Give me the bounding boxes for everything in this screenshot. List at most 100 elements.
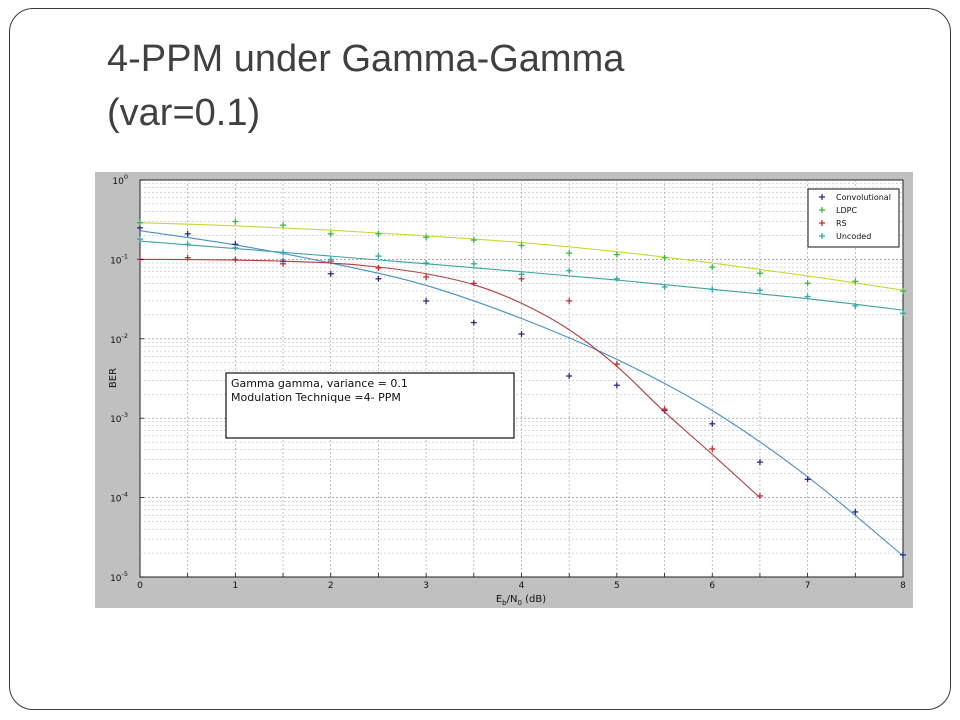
marker-rs [470, 280, 477, 287]
marker-ldpc [518, 242, 525, 249]
x-tick-label: 0 [137, 581, 143, 591]
y-tick-label: 10-4 [110, 491, 128, 505]
annotation-frame [225, 372, 515, 439]
x-axis-label-sub-b: b [502, 599, 507, 607]
marker-uncoded [423, 260, 430, 267]
marker-ldpc [613, 251, 620, 258]
y-tick-label: 10-3 [110, 411, 128, 425]
x-axis-label-sub-0: 0 [517, 599, 521, 607]
marker-rs [613, 361, 620, 368]
legend-items: Convolutional LDPC RS Uncoded [819, 193, 891, 241]
marker-convolutional [327, 270, 334, 277]
marker-uncoded [900, 310, 906, 317]
legend-marker-rs [819, 220, 825, 226]
marker-rs [566, 297, 573, 304]
axes: 0 1 2 3 4 5 6 7 8 100 10-1 10-2 10-3 10-4 10-5 [110, 173, 906, 591]
marker-uncoded [709, 286, 716, 293]
marker-ldpc [756, 270, 763, 277]
marker-convolutional [518, 330, 525, 337]
marker-convolutional [375, 275, 382, 282]
x-tick-label: 1 [233, 581, 239, 591]
x-axis-label: Eb/N0 (dB) [496, 594, 546, 607]
x-tick-label: 8 [900, 581, 906, 591]
marker-rs [375, 264, 382, 271]
legend-label-ldpc: LDPC [836, 206, 857, 215]
legend-label-uncoded: Uncoded [836, 232, 871, 241]
y-tick-label: 100 [112, 173, 128, 187]
marker-ldpc [280, 222, 287, 229]
marker-uncoded [852, 302, 859, 309]
marker-uncoded [613, 275, 620, 282]
x-tick-label: 4 [519, 581, 525, 591]
legend-marker-ldpc [819, 207, 825, 213]
marker-uncoded [137, 236, 143, 243]
marker-ldpc [470, 237, 477, 244]
y-tick-label: 10-5 [110, 570, 128, 584]
marker-uncoded [566, 267, 573, 274]
ber-chart: 0 1 2 3 4 5 6 7 8 100 10-1 10-2 10-3 10-4 10-5 BER Eb/… [108, 173, 906, 607]
marker-convolutional [852, 508, 859, 515]
marker-ldpc [327, 230, 334, 237]
marker-convolutional [900, 551, 906, 558]
annotation-box: Gamma gamma, variance = 0.1 Modulation T… [225, 372, 515, 439]
marker-ldpc [852, 278, 859, 285]
marker-convolutional [804, 476, 811, 483]
marker-uncoded [804, 293, 811, 300]
grid [140, 180, 903, 577]
marker-rs [709, 445, 716, 452]
marker-convolutional [613, 382, 620, 389]
legend-label-convolutional: Convolutional [836, 193, 891, 202]
legend-marker-uncoded [819, 233, 825, 239]
legend: Convolutional LDPC RS Uncoded [807, 188, 900, 248]
marker-convolutional [184, 230, 191, 237]
marker-ldpc [804, 280, 811, 287]
marker-uncoded [661, 283, 668, 290]
slide-title: 4-PPM under Gamma-Gamma (var=0.1) [107, 32, 827, 140]
marker-convolutional [470, 319, 477, 326]
marker-ldpc [709, 264, 716, 271]
marker-rs [661, 406, 668, 413]
marker-rs [184, 254, 191, 261]
marker-rs [280, 260, 287, 267]
marker-ldpc [137, 219, 143, 226]
marker-uncoded [280, 249, 287, 256]
marker-convolutional [137, 224, 143, 231]
data-markers [137, 218, 906, 558]
marker-ldpc [423, 234, 430, 241]
x-tick-label: 2 [328, 581, 334, 591]
y-axis-label: BER [108, 368, 119, 388]
fit-line-rs [139, 258, 761, 499]
y-tick-label: 10-2 [110, 332, 128, 346]
marker-uncoded [327, 256, 334, 263]
legend-label-rs: RS [836, 219, 847, 228]
marker-ldpc [375, 230, 382, 237]
x-tick-label: 6 [709, 581, 715, 591]
marker-rs [232, 256, 239, 263]
marker-uncoded [375, 253, 382, 260]
marker-convolutional [423, 297, 430, 304]
marker-convolutional [709, 420, 716, 427]
y-tick-label: 10-1 [110, 252, 128, 266]
slide-title-line-2: (var=0.1) [107, 92, 261, 134]
marker-uncoded [232, 244, 239, 251]
marker-ldpc [661, 254, 668, 261]
chart-panel: 0 1 2 3 4 5 6 7 8 100 10-1 10-2 10-3 10-4 10-5 BER Eb/… [95, 172, 913, 608]
marker-rs [756, 492, 763, 499]
marker-ldpc [566, 250, 573, 257]
marker-convolutional [566, 373, 573, 380]
x-axis-label-unit: (dB) [522, 594, 546, 605]
annotation-line-2: Modulation Technique =4- PPM [231, 391, 401, 404]
x-axis-label-n: /N [507, 594, 518, 605]
x-tick-label: 5 [614, 581, 620, 591]
annotation-line-1: Gamma gamma, variance = 0.1 [231, 377, 408, 390]
x-tick-label: 7 [805, 581, 811, 591]
legend-frame [807, 188, 900, 248]
marker-ldpc [900, 287, 906, 294]
marker-convolutional [756, 459, 763, 466]
marker-uncoded [470, 260, 477, 267]
marker-uncoded [518, 271, 525, 278]
marker-uncoded [184, 241, 191, 248]
x-tick-label: 3 [423, 581, 429, 591]
marker-rs [423, 274, 430, 281]
x-axis-label-e: E [496, 594, 502, 605]
